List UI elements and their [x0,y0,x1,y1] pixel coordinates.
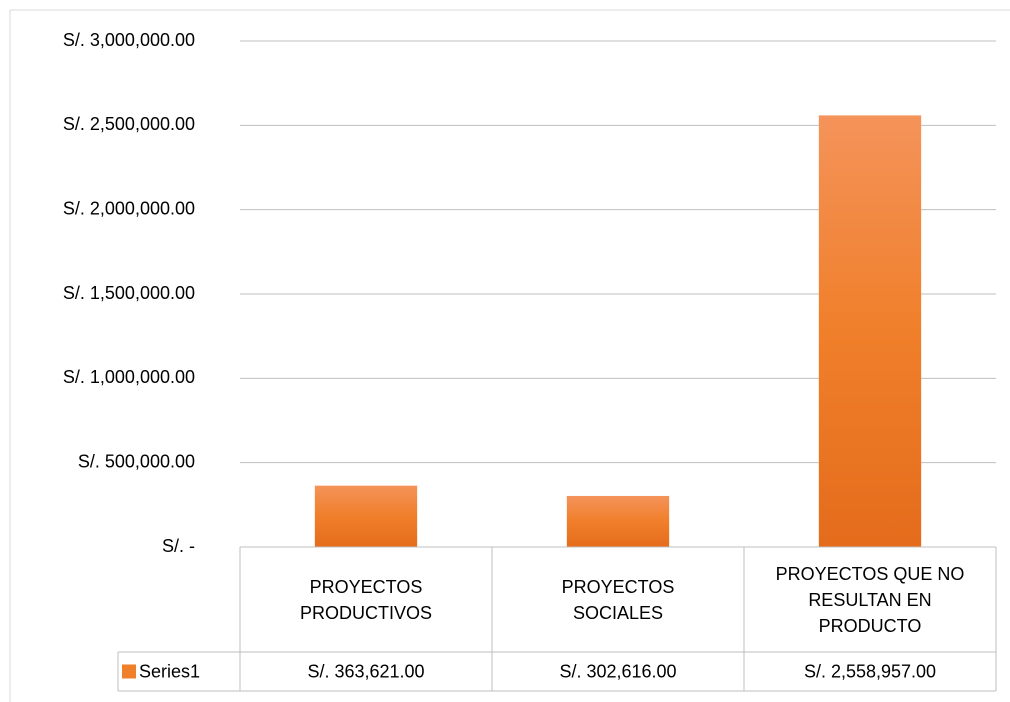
y-tick-label: S/. 2,500,000.00 [63,114,195,134]
category-cell: PROYECTOS PRODUCTIVOS [299,576,432,623]
y-tick-label: S/. 1,500,000.00 [63,283,195,303]
data-label: S/. 2,558,957.00 [804,661,936,681]
bar [314,485,418,547]
bar [566,495,670,547]
x-tick-label: PROYECTOS QUE NO RESULTAN EN PRODUCTO [775,563,965,636]
x-tick-label: PROYECTOS SOCIALES [561,576,675,623]
y-tick-label: S/. - [162,536,195,556]
legend-key [122,664,136,679]
y-tick-label: S/. 2,000,000.00 [63,198,195,218]
legend-label: Series1 [139,661,200,681]
data-label: S/. 302,616.00 [559,661,676,681]
x-tick-label: PROYECTOS PRODUCTIVOS [299,576,432,623]
bar [818,115,922,547]
y-tick-label: S/. 500,000.00 [78,451,195,471]
category-cell: PROYECTOS SOCIALES [561,576,675,623]
y-tick-label: S/. 1,000,000.00 [63,367,195,387]
y-tick-label: S/. 3,000,000.00 [63,30,195,50]
data-label: S/. 363,621.00 [307,661,424,681]
category-cell: PROYECTOS QUE NO RESULTAN EN PRODUCTO [775,563,965,636]
